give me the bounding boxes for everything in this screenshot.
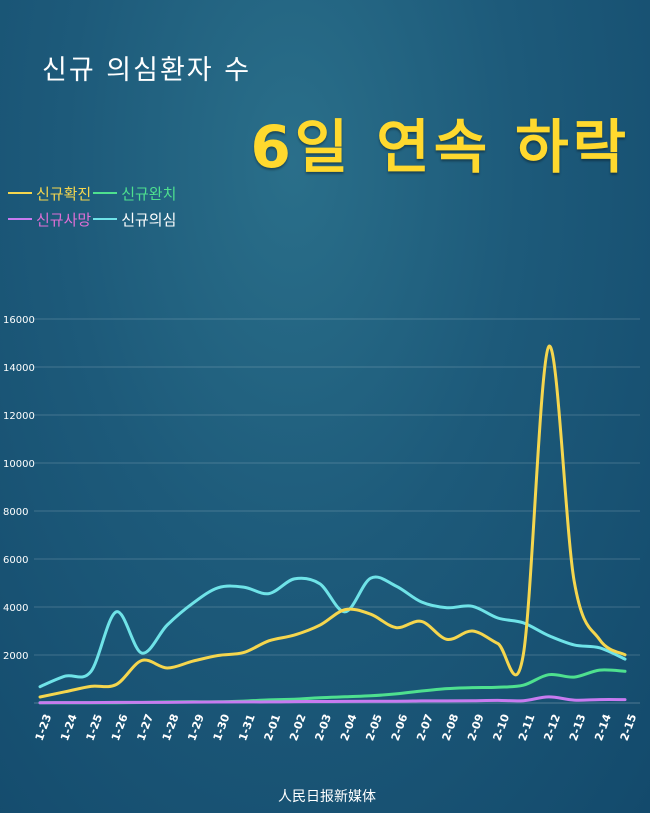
x-tick-label-2-03: 2-03 xyxy=(312,712,334,742)
legend-row-1: 신규확진 신규완치 xyxy=(8,180,178,206)
x-tick-label-2-09: 2-09 xyxy=(465,712,487,742)
x-tick-label-2-12: 2-12 xyxy=(541,712,563,742)
legend-item-confirmed: 신규확진 xyxy=(8,183,91,204)
legend-swatch-deaths xyxy=(8,218,32,220)
y-tick-label-10000: 10000 xyxy=(3,459,35,470)
x-tick-label-1-31: 1-31 xyxy=(236,712,258,742)
x-tick-label-2-02: 2-02 xyxy=(287,712,309,742)
legend-item-recovered: 신규완치 xyxy=(93,183,176,204)
legend-swatch-confirmed xyxy=(8,192,32,194)
x-tick-label-2-13: 2-13 xyxy=(567,712,589,742)
legend-label-suspected: 신규의심 xyxy=(121,210,177,229)
legend-label-deaths: 신규사망 xyxy=(36,210,92,229)
x-tick-label-2-04: 2-04 xyxy=(338,712,360,743)
y-tick-label-12000: 12000 xyxy=(3,411,35,422)
headline: 6일 연속 하락 xyxy=(250,113,630,181)
y-tick-label-4000: 4000 xyxy=(3,603,28,614)
y-tick-label-2000: 2000 xyxy=(3,651,28,662)
footer-logo: 人民日报新媒体 xyxy=(278,789,376,805)
y-tick-label-6000: 6000 xyxy=(3,555,28,566)
x-tick-label-2-08: 2-08 xyxy=(440,712,462,742)
x-tick-label-1-28: 1-28 xyxy=(160,712,182,742)
y-tick-label-8000: 8000 xyxy=(3,507,28,518)
legend-item-deaths: 신규사망 xyxy=(8,209,91,230)
x-tick-label-2-10: 2-10 xyxy=(491,712,513,743)
series-line-confirmed xyxy=(38,345,627,699)
x-tick-label-2-14: 2-14 xyxy=(592,712,614,743)
x-tick-label-1-26: 1-26 xyxy=(109,712,131,743)
legend-label-recovered: 신규완치 xyxy=(121,184,177,203)
series-line-suspected xyxy=(38,575,627,689)
legend-swatch-recovered xyxy=(93,192,118,194)
x-tick-label-2-06: 2-06 xyxy=(389,712,411,743)
subtitle: 신규 의심환자 수 xyxy=(42,55,252,86)
legend: 신규확진 신규완치 신규사망 신규의심 xyxy=(8,180,178,232)
series-line-deaths xyxy=(38,695,627,705)
x-tick-label-2-11: 2-11 xyxy=(516,712,538,742)
x-tick-label-2-01: 2-01 xyxy=(262,712,284,742)
legend-item-suspected: 신규의심 xyxy=(93,209,176,230)
x-tick-label-1-30: 1-30 xyxy=(211,712,233,743)
legend-label-confirmed: 신규확진 xyxy=(36,184,92,203)
legend-row-2: 신규사망 신규의심 xyxy=(8,206,178,232)
x-tick-label-1-25: 1-25 xyxy=(84,712,106,742)
y-tick-label-14000: 14000 xyxy=(3,363,35,374)
y-tick-label-16000: 16000 xyxy=(3,315,35,326)
x-tick-label-1-29: 1-29 xyxy=(185,712,207,742)
x-tick-label-1-23: 1-23 xyxy=(33,712,55,742)
line-chart: 2000 4000 6000 8000 10000 12000 14000 16000 1-23… xyxy=(3,315,640,743)
x-tick-label-2-15: 2-15 xyxy=(618,712,640,742)
x-tick-label-2-07: 2-07 xyxy=(414,712,436,742)
legend-swatch-suspected xyxy=(93,218,118,220)
x-tick-label-1-24: 1-24 xyxy=(58,712,80,743)
x-tick-label-2-05: 2-05 xyxy=(363,712,385,742)
x-tick-label-1-27: 1-27 xyxy=(134,712,156,742)
